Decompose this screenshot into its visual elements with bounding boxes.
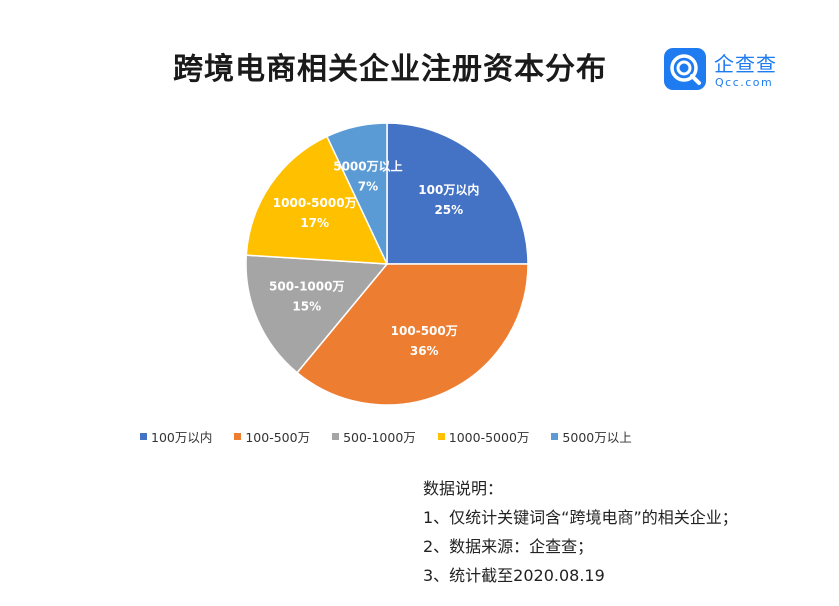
pie-slice-1 xyxy=(386,122,529,265)
legend-label: 5000万以上 xyxy=(562,429,632,445)
legend-item-1: 100万以内 xyxy=(140,427,212,446)
slice-label-1: 100万以内 xyxy=(418,182,479,197)
qcc-logo-icon xyxy=(664,48,706,90)
slice-label-5: 5000万以上 xyxy=(333,159,402,174)
pie-slice-3 xyxy=(245,254,389,374)
logo-domain: Qcc.com xyxy=(715,76,774,89)
pie-slice-5 xyxy=(325,122,388,265)
chart-title: 跨境电商相关企业注册资本分布 xyxy=(173,52,607,87)
qcc-logo: 企查查 Qcc.com xyxy=(664,46,799,96)
pie-slice-2 xyxy=(296,263,529,406)
legend-item-3: 500-1000万 xyxy=(332,427,416,446)
slice-label-4: 1000-5000万 xyxy=(273,196,357,210)
slice-label-2: 100-500万 xyxy=(391,324,458,338)
slice-value-1: 25% xyxy=(434,203,463,217)
slice-value-5: 7% xyxy=(358,180,378,194)
legend-item-4: 1000-5000万 xyxy=(437,427,530,446)
legend-swatch xyxy=(234,432,242,440)
note-item-1: 1、仅统计关键词含“跨境电商”的相关企业； xyxy=(423,508,738,527)
logo-name: 企查查 xyxy=(714,52,777,76)
note-item-2: 2、数据来源：企查查； xyxy=(423,537,594,556)
legend-swatch xyxy=(140,432,147,440)
slice-label-3: 500-1000万 xyxy=(269,280,344,294)
legend-item-5: 5000万以上 xyxy=(551,427,632,446)
legend-label: 500-1000万 xyxy=(343,429,416,445)
slice-value-3: 15% xyxy=(292,300,321,314)
legend-label: 100万以内 xyxy=(151,429,213,445)
data-notes: 数据说明： 1、仅统计关键词含“跨境电商”的相关企业； 2、数据来源：企查查； … xyxy=(423,474,738,590)
legend-swatch xyxy=(437,432,445,440)
note-item-3: 3、统计截至2020.08.19 xyxy=(423,566,605,585)
slice-value-2: 36% xyxy=(410,344,439,358)
legend-label: 1000-5000万 xyxy=(448,429,530,445)
pie-slice-4 xyxy=(245,135,389,265)
pie-chart: 100万以内 25% 100-500万 36% 500-1000万 15% 1000-500… xyxy=(245,122,529,406)
slice-value-4: 17% xyxy=(300,216,329,230)
legend-swatch xyxy=(551,432,559,440)
notes-heading: 数据说明： xyxy=(423,479,504,498)
legend-label: 100-500万 xyxy=(245,429,311,445)
legend-item-2: 100-500万 xyxy=(234,427,310,446)
chart-legend: 100万以内 100-500万 500-1000万 1000-5000万 5000万以上 xyxy=(140,427,654,446)
legend-swatch xyxy=(332,432,340,440)
